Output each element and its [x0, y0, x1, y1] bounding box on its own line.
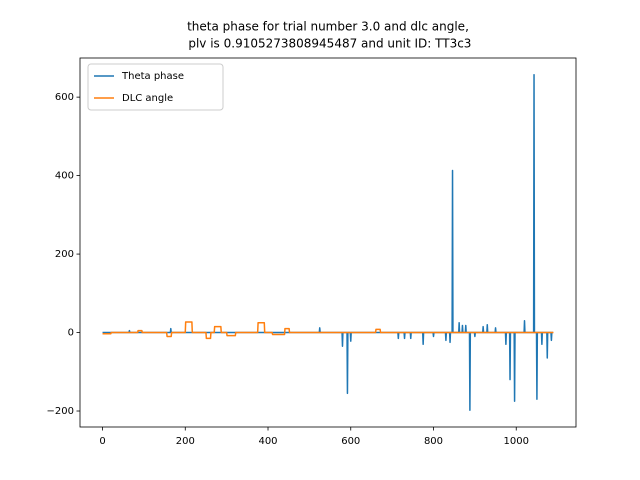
x-tick-label: 0 [99, 436, 105, 447]
axes-frame [79, 57, 577, 428]
data-line [102, 321, 554, 340]
y-tick-label: −200 [47, 406, 74, 417]
x-tick-label: 600 [341, 436, 360, 447]
y-tick-label: 400 [55, 171, 74, 182]
chart-title: theta phase for trial number 3.0 and dlc… [187, 20, 469, 34]
chart-title: plv is 0.9105273808945487 and unit ID: T… [185, 37, 472, 51]
x-tick-label: 400 [258, 436, 277, 447]
y-tick-label: 200 [55, 249, 74, 260]
x-tick-label: 1000 [504, 436, 529, 447]
y-tick-label: 600 [55, 92, 74, 103]
legend-label: Theta phase [121, 71, 184, 82]
legend-box [87, 63, 224, 111]
x-tick-label: 200 [176, 436, 195, 447]
legend-label: DLC angle [122, 93, 173, 104]
x-tick-label: 800 [424, 436, 443, 447]
y-tick-label: 0 [68, 328, 74, 339]
